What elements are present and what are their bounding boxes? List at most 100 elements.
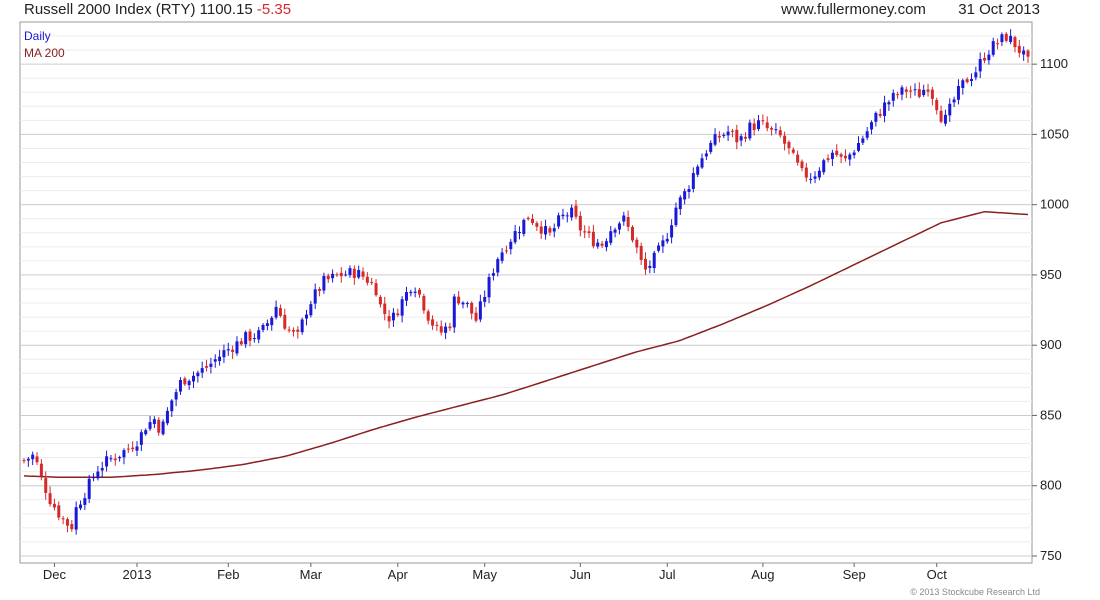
candle [309,300,313,318]
candle [969,73,973,87]
candle [183,376,187,387]
candle [604,238,608,252]
candle [648,260,652,274]
candle [205,359,209,372]
candle [174,388,178,407]
candle [318,286,322,297]
candle [122,448,126,465]
candle [300,317,304,335]
price-change: -5.35 [256,1,292,18]
candle [226,342,230,356]
candle [165,407,169,426]
x-tick-label: 2013 [123,567,152,582]
candle [778,126,782,138]
candle [878,108,882,118]
candle [152,416,156,429]
candle [644,252,648,275]
candle [730,128,734,138]
candle [722,132,726,139]
candle [222,344,226,363]
candle [209,357,213,374]
candle [687,185,691,199]
candle [361,267,365,280]
candle [822,158,826,175]
candle [735,124,739,150]
candle [526,216,530,221]
candles [22,29,1030,535]
candle [691,167,695,193]
candle [331,269,335,283]
candle [587,226,591,238]
candle [830,149,834,166]
candle [539,221,543,239]
candle [683,188,687,205]
candle [817,167,821,181]
candle [991,37,995,57]
source-url[interactable]: www.fullermoney.com [781,1,926,18]
candle [935,97,939,115]
candle [187,379,191,390]
x-tick-label: Dec [43,567,67,582]
candle [770,126,774,136]
candle [861,135,865,146]
y-tick-label: 900 [1040,337,1062,352]
candle [883,95,887,123]
chart-date: 31 Oct 2013 [958,1,1040,18]
candle [478,294,482,323]
candle [348,265,352,278]
x-tick-label: Jul [659,567,676,582]
candle [170,399,174,417]
candle [1013,35,1017,53]
y-axis: 750 800 850 900 950 1000 1050 1100 [1032,56,1069,563]
candle [1026,49,1030,63]
candle [591,224,595,249]
candle [470,301,474,320]
candle [52,498,56,511]
candle [144,428,148,436]
candle [583,225,587,239]
candle [930,86,934,106]
candle [509,239,513,255]
candle [257,326,261,344]
x-tick-label: May [472,567,497,582]
candle [196,370,200,383]
candle [178,377,182,395]
candle [835,144,839,158]
y-tick-label: 1100 [1040,56,1068,71]
candle [218,349,222,366]
candle [474,307,478,323]
candle [743,132,747,142]
x-tick-label: Oct [927,567,948,582]
candle [904,86,908,99]
candle [757,114,761,132]
candle [457,291,461,306]
candle [891,89,895,107]
candle [913,83,917,96]
candle [496,257,500,277]
candle [696,164,700,178]
candle [435,321,439,331]
candle [48,486,52,507]
candle [278,304,282,318]
candle [248,328,252,347]
candle [231,345,235,359]
candle [235,336,239,356]
candle [900,85,904,101]
candle [483,290,487,308]
y-tick-label: 950 [1040,267,1062,282]
candle [609,225,613,246]
candle [552,223,556,238]
candle [31,451,35,465]
candle [748,119,752,141]
candle [252,333,256,343]
candle [896,91,900,99]
candle [487,273,491,304]
candle [678,195,682,216]
candle [1022,46,1026,61]
candle [535,221,539,231]
candle [265,319,269,331]
candle [239,338,243,346]
candle [843,149,847,162]
candle [296,326,300,339]
